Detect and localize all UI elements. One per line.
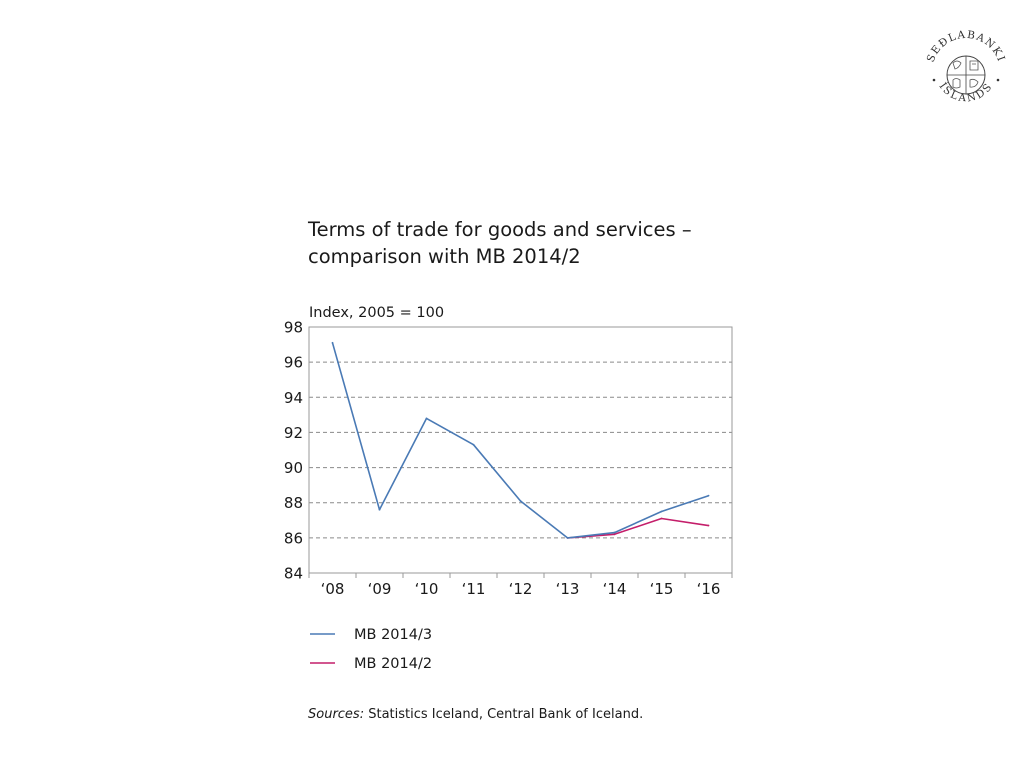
- data-point: [660, 517, 663, 520]
- x-tick-label: ‘13: [556, 580, 580, 598]
- chart-title: Terms of trade for goods and services – …: [308, 216, 768, 270]
- data-point: [707, 524, 710, 527]
- y-tick-label: 96: [284, 354, 303, 372]
- x-tick-label: ‘15: [650, 580, 674, 598]
- chart-title-line-2: comparison with MB 2014/2: [308, 245, 581, 268]
- y-tick-label: 88: [284, 494, 303, 512]
- sources-note: Sources: Statistics Iceland, Central Ban…: [308, 707, 643, 722]
- y-tick-label: 86: [284, 529, 303, 547]
- data-point: [613, 531, 616, 534]
- chart-title-line-1: Terms of trade for goods and services –: [308, 218, 692, 241]
- y-tick-label: 90: [284, 459, 303, 477]
- series-line: [567, 517, 709, 539]
- y-tick-label: 84: [284, 565, 303, 583]
- data-point: [519, 500, 522, 502]
- data-point: [566, 536, 569, 539]
- x-tick-label: ‘11: [462, 580, 486, 598]
- x-tick-label: ‘12: [509, 580, 533, 598]
- y-axis-label: Index, 2005 = 100: [309, 305, 444, 321]
- data-point: [707, 494, 710, 497]
- sources-text: Statistics Iceland, Central Bank of Icel…: [368, 707, 644, 722]
- data-point: [660, 510, 663, 513]
- x-tick-label: ‘09: [368, 580, 392, 598]
- series-line: [331, 342, 709, 539]
- x-tick-label: ‘08: [321, 580, 345, 598]
- central-bank-seal-logo: SEÐLABANKI ÍSLANDS: [925, 29, 1006, 105]
- legend-label: MB 2014/3: [354, 627, 432, 643]
- data-point: [472, 443, 475, 446]
- data-point: [613, 533, 616, 536]
- y-tick-label: 94: [284, 389, 303, 407]
- y-tick-label: 98: [284, 319, 303, 337]
- legend-label: MB 2014/2: [354, 656, 432, 672]
- data-point: [331, 341, 334, 344]
- x-tick-label: ‘10: [415, 580, 439, 598]
- data-point: [378, 508, 381, 511]
- data-point: [425, 417, 428, 420]
- y-tick-label: 92: [284, 424, 303, 442]
- plot-frame: [308, 326, 733, 574]
- x-tick-label: ‘14: [603, 580, 627, 598]
- x-tick-label: ‘16: [697, 580, 721, 598]
- sources-label: Sources:: [308, 707, 365, 722]
